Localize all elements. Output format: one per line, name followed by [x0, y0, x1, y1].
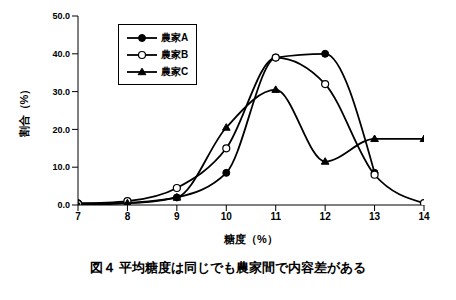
svg-text:11: 11	[270, 211, 281, 222]
html-text:図４ 平均糖度は同じでも農家間で内容差がある: 図４ 平均糖度は同じでも農家間で内容差がある	[89, 260, 367, 275]
svg-text:糖度（%）: 糖度（%）	[223, 233, 278, 246]
svg-text:13: 13	[369, 211, 381, 222]
svg-text:30.0: 30.0	[52, 87, 70, 97]
svg-text:割合（%）: 割合（%）	[18, 84, 31, 139]
svg-text:50.0: 50.0	[52, 11, 70, 21]
svg-text:12: 12	[320, 211, 332, 222]
svg-text:7: 7	[75, 211, 81, 222]
svg-text:8: 8	[125, 211, 131, 222]
svg-text:9: 9	[174, 211, 180, 222]
svg-text:10: 10	[221, 211, 233, 222]
html-text:農家C: 農家C	[161, 65, 189, 77]
svg-text:0.0: 0.0	[57, 200, 70, 210]
svg-text:10.0: 10.0	[52, 162, 70, 172]
svg-text:14: 14	[418, 211, 430, 222]
svg-text:40.0: 40.0	[52, 49, 70, 59]
html-text:農家B: 農家B	[161, 48, 189, 60]
html-text:農家A: 農家A	[161, 31, 189, 43]
svg-text:20.0: 20.0	[52, 125, 70, 135]
